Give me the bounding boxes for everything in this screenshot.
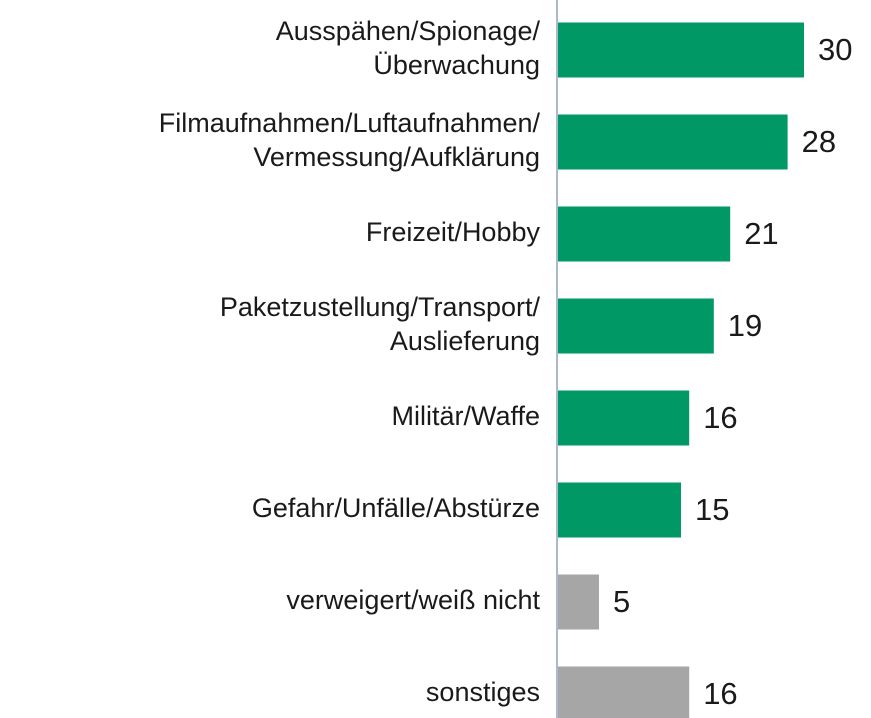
bar — [558, 482, 681, 538]
category-label-line: Freizeit/Hobby — [366, 217, 541, 247]
category-label: verweigert/weiß nicht — [286, 585, 540, 615]
value-label: 16 — [703, 400, 737, 435]
category-label-line: Ausspähen/Spionage/ — [276, 16, 541, 46]
value-label: 5 — [613, 584, 630, 619]
value-label: 21 — [744, 216, 778, 251]
category-label-line: Auslieferung — [390, 326, 540, 356]
value-label: 19 — [728, 308, 762, 343]
category-label-line: Vermessung/Aufklärung — [253, 142, 540, 172]
bar — [558, 298, 714, 354]
value-label: 15 — [695, 492, 729, 527]
category-label: Freizeit/Hobby — [366, 217, 541, 247]
category-label-line: Gefahr/Unfälle/Abstürze — [252, 493, 540, 523]
value-label: 28 — [802, 124, 836, 159]
value-label: 30 — [818, 32, 852, 67]
category-label: Paketzustellung/Transport/Auslieferung — [220, 292, 541, 356]
bar — [558, 22, 804, 78]
bar — [558, 574, 599, 630]
category-label-line: verweigert/weiß nicht — [286, 585, 540, 615]
category-label-line: Überwachung — [373, 50, 540, 80]
bar — [558, 666, 690, 718]
bar — [558, 390, 690, 446]
category-label: Militär/Waffe — [391, 401, 540, 431]
value-label: 16 — [703, 676, 737, 711]
category-label: sonstiges — [426, 677, 540, 707]
bar — [558, 206, 731, 262]
category-label: Ausspähen/Spionage/Überwachung — [276, 16, 541, 80]
bar — [558, 114, 788, 170]
category-label-line: Paketzustellung/Transport/ — [220, 292, 541, 322]
category-label-line: Filmaufnahmen/Luftaufnahmen/ — [159, 108, 541, 138]
category-label-line: sonstiges — [426, 677, 540, 707]
category-label: Filmaufnahmen/Luftaufnahmen/Vermessung/A… — [159, 108, 541, 172]
category-label-line: Militär/Waffe — [391, 401, 540, 431]
category-label: Gefahr/Unfälle/Abstürze — [252, 493, 540, 523]
